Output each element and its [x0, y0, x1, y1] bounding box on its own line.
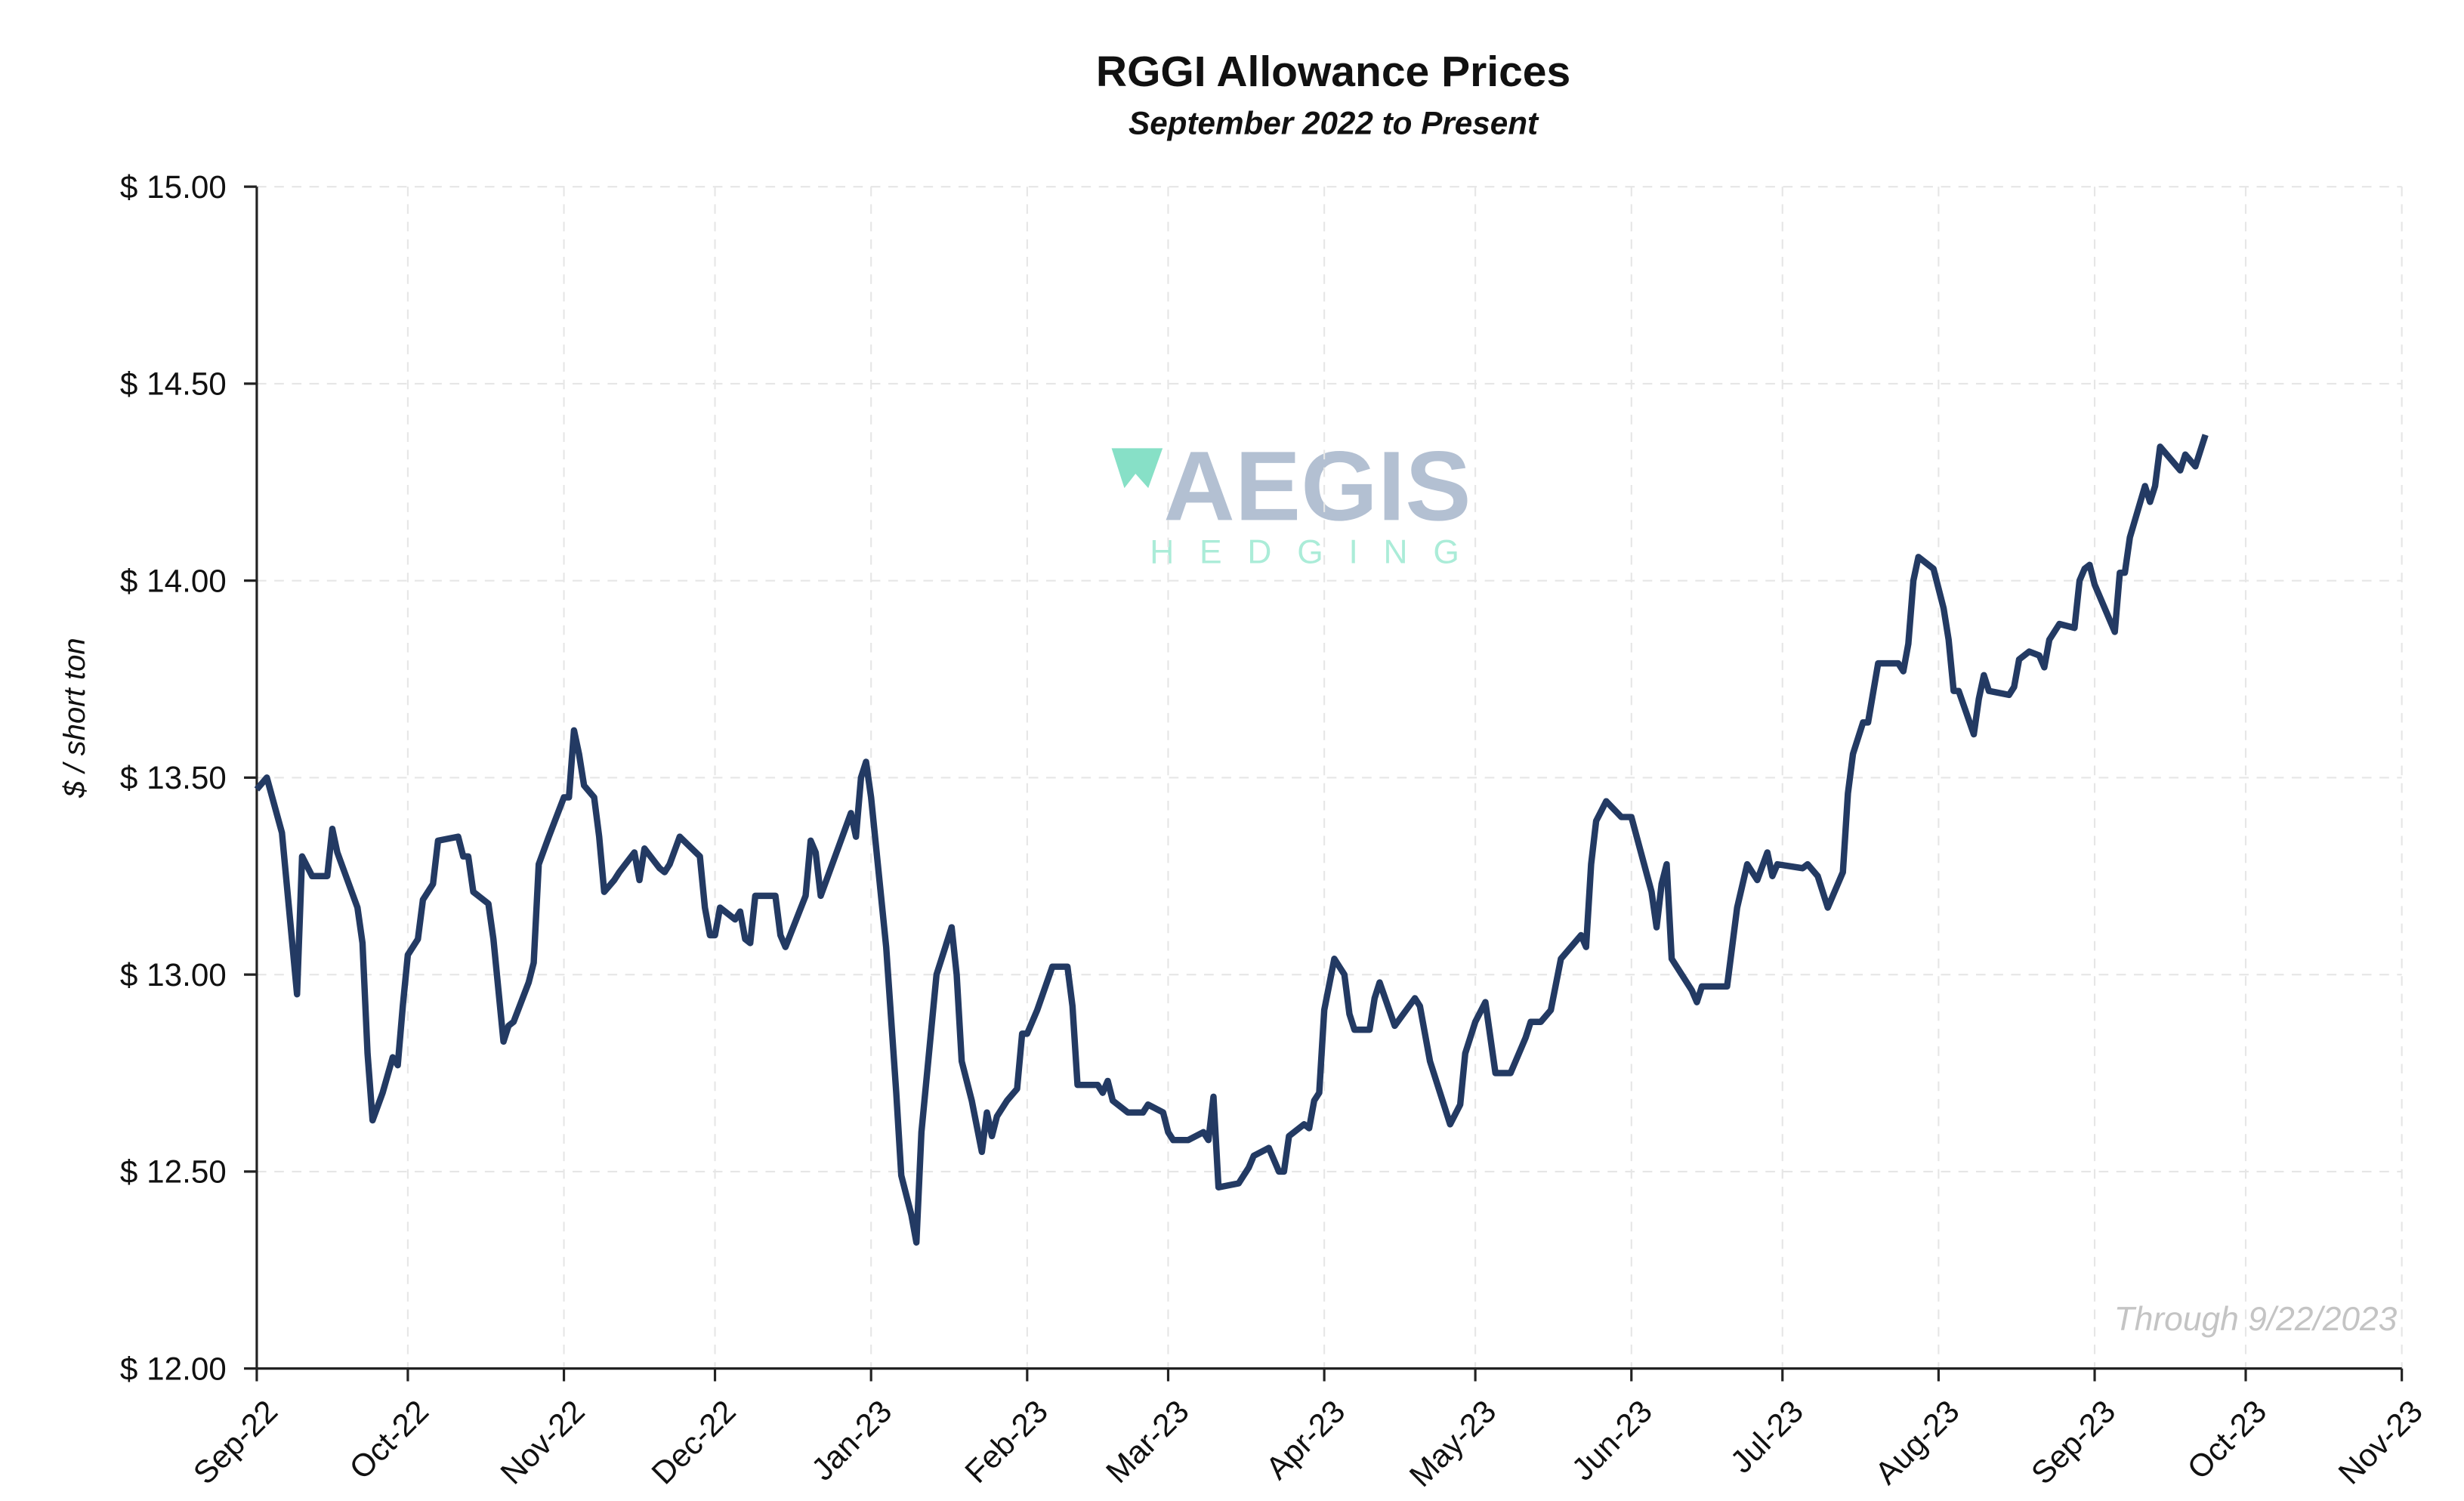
y-tick-label: $ 13.00	[120, 957, 227, 993]
x-tick-label: Nov-22	[493, 1393, 591, 1490]
chart-subtitle: September 2022 to Present	[1129, 105, 1539, 141]
watermark-brand: AEGIS	[1163, 430, 1471, 541]
price-line	[254, 434, 2209, 1246]
y-tick-label: $ 15.00	[120, 169, 227, 205]
x-tick-label: Oct-23	[2180, 1393, 2273, 1486]
x-tick-label: Oct-22	[342, 1393, 435, 1486]
y-tick-label: $ 12.00	[120, 1351, 227, 1386]
watermark: AEGIS HEDGING	[1111, 430, 1484, 570]
x-tick-label: Dec-22	[644, 1393, 742, 1490]
x-tick-label: Feb-23	[958, 1393, 1054, 1490]
x-tick-label: Apr-23	[1259, 1393, 1352, 1486]
x-tick-label: Sep-23	[2024, 1393, 2122, 1491]
watermark-tagline: HEDGING	[1150, 533, 1484, 570]
x-tick-label: Mar-23	[1099, 1393, 1196, 1490]
x-tick-label: Sep-22	[187, 1393, 284, 1491]
x-tick-label: Aug-23	[1868, 1393, 1966, 1491]
y-axis-label: $ / short ton	[58, 638, 91, 798]
y-tick-label: $ 12.50	[120, 1154, 227, 1190]
y-tick-label: $ 14.00	[120, 563, 227, 598]
x-tick-label: Jul-23	[1723, 1393, 1810, 1480]
annotation: Through 9/22/2023	[2114, 1301, 2398, 1338]
x-tick-label: Jun-23	[1565, 1393, 1660, 1487]
x-tick-label: Nov-23	[2331, 1393, 2428, 1490]
watermark-logo	[1111, 448, 1163, 489]
x-tick-label: Jan-23	[804, 1393, 899, 1487]
chart-title: RGGI Allowance Prices	[1096, 48, 1570, 96]
y-tick-label: $ 14.50	[120, 366, 227, 402]
y-tick-label: $ 13.50	[120, 760, 227, 795]
x-tick-label: May-23	[1403, 1393, 1503, 1493]
